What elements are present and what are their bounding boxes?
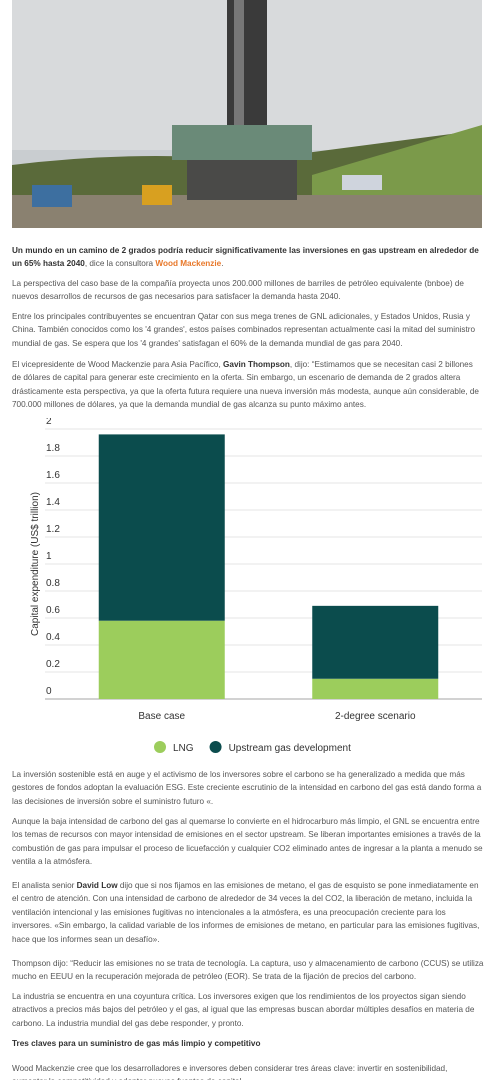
y-tick-label: 0.6 <box>46 605 60 616</box>
bar-segment <box>98 620 225 699</box>
bar-segment <box>312 605 439 679</box>
paragraph: La perspectiva del caso base de la compa… <box>12 277 484 304</box>
paragraph: Wood Mackenzie cree que los desarrollado… <box>12 1064 448 1080</box>
y-tick-label: 1.6 <box>46 470 60 481</box>
bar-segment <box>312 678 439 699</box>
text: La inversión sostenible está en auge y e… <box>12 770 482 806</box>
photo <box>12 0 482 228</box>
paragraph: Aunque la baja intensidad de carbono del… <box>12 815 484 869</box>
intro: Un mundo en un camino de 2 grados podría… <box>12 244 484 271</box>
legend-label: Upstream gas development <box>229 743 352 754</box>
y-tick-label: 0 <box>46 686 52 697</box>
y-tick-label: 0.8 <box>46 578 60 589</box>
x-tick-label: Base case <box>138 711 185 722</box>
legend-label: LNG <box>173 743 194 754</box>
y-tick-label: 1 <box>46 551 52 562</box>
heading: Tres claves para un suministro de gas má… <box>12 1039 261 1048</box>
x-tick-label: 2-degree scenario <box>335 711 416 722</box>
paragraph: El vicepresidente de Wood Mackenzie para… <box>12 358 484 412</box>
intro-bold: Un mundo en un camino de 2 grados podría… <box>12 246 479 269</box>
paragraph: El analista senior David Low dijo que si… <box>12 879 484 946</box>
name: Gavin Thompson <box>223 360 290 369</box>
legend-marker <box>154 741 166 753</box>
intro-link: Wood Mackenzie <box>155 259 222 269</box>
text: La industria se encuentra en una coyuntu… <box>12 992 475 1028</box>
text: La perspectiva del caso base de la compa… <box>12 279 464 302</box>
intro-end: . <box>221 259 224 269</box>
y-tick-label: 0.4 <box>46 632 60 643</box>
text: Aunque la baja intensidad de carbono del… <box>12 817 483 867</box>
text: El analista senior <box>12 881 77 890</box>
intro-text: , dice la consultora <box>84 259 156 269</box>
text: dijo que si nos fijamos en las emisiones… <box>12 881 480 944</box>
paragraph: Thompson dijo: “Reducir las emisiones no… <box>12 957 484 984</box>
y-tick-label: 0.2 <box>46 659 60 670</box>
chart: Capital expenditure (US$ trillion) 0 0.2 0.… <box>30 418 482 754</box>
text: , dijo: “Estimamos que se necesitan casi… <box>12 360 479 410</box>
paragraph: Entre los principales contribuyentes se … <box>12 310 484 350</box>
legend-marker <box>209 741 222 753</box>
y-tick-label: 1.4 <box>46 497 60 508</box>
text: Entre los principales contribuyentes se … <box>12 312 476 348</box>
paragraph: La inversión sostenible está en auge y e… <box>12 768 484 808</box>
y-tick-label: 2 <box>46 418 52 427</box>
y-tick-label: 1.8 <box>46 443 60 454</box>
paragraph: La industria se encuentra en una coyuntu… <box>12 990 484 1030</box>
text: Thompson dijo: “Reducir las emisiones no… <box>12 959 484 982</box>
text: El vicepresidente de Wood Mackenzie para… <box>12 360 224 369</box>
name: David Low <box>76 881 118 890</box>
bar-segment <box>98 434 225 621</box>
y-axis-label: Capital expenditure (US$ trillion) <box>30 492 41 636</box>
y-tick-label: 1.2 <box>46 524 60 535</box>
